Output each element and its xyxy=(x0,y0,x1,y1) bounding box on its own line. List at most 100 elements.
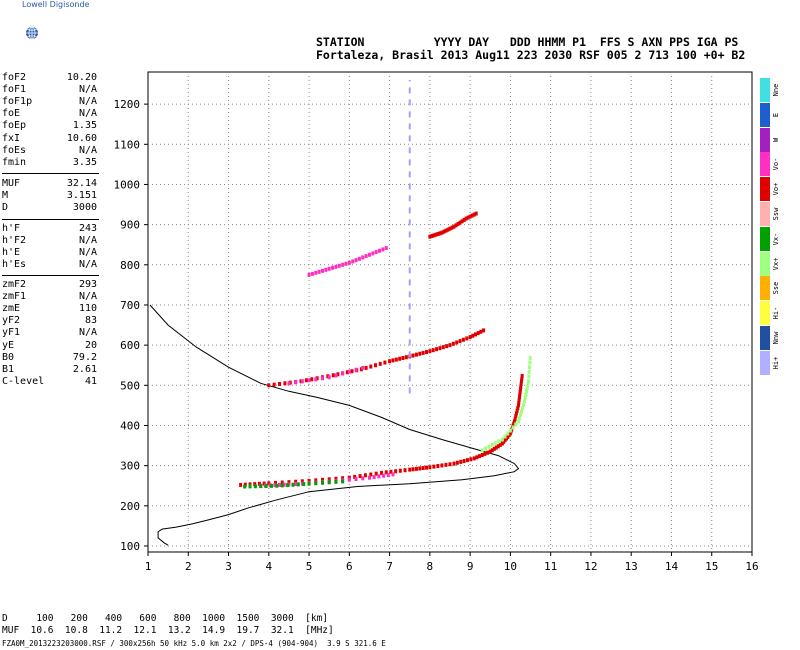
echo-point xyxy=(304,378,308,383)
param-value: 110 xyxy=(78,303,97,315)
echo-point xyxy=(520,406,524,411)
echo-point xyxy=(414,466,418,471)
param-row: h'F 243 xyxy=(2,223,97,235)
y-tick-label: 1100 xyxy=(114,138,141,151)
echo-point xyxy=(476,331,480,336)
echo-point xyxy=(367,475,371,480)
echo-point xyxy=(350,369,354,374)
echo-point xyxy=(436,232,440,237)
param-label: foF1p xyxy=(2,96,33,108)
y-tick-label: 200 xyxy=(120,500,140,513)
file-info-footer: FZA0M_2013223203000.RSF / 300x256h 50 kH… xyxy=(2,639,386,648)
echo-point xyxy=(444,462,448,467)
echo-point xyxy=(300,479,304,484)
param-value: N/A xyxy=(78,291,97,303)
param-value: 10.60 xyxy=(66,132,97,144)
echo-point xyxy=(337,263,341,268)
legend-item: Vo- xyxy=(760,152,780,177)
param-row: D 3000 xyxy=(2,202,97,214)
param-value: N/A xyxy=(78,259,97,271)
echo-point xyxy=(381,247,385,252)
echo-point xyxy=(421,466,425,471)
separator xyxy=(2,275,99,276)
echo-point xyxy=(267,383,271,388)
echo-point xyxy=(354,477,358,482)
echo-point xyxy=(320,268,324,273)
echo-point xyxy=(482,328,486,333)
legend-item: Vo+ xyxy=(760,177,780,202)
param-row: h'F2 N/A xyxy=(2,235,97,247)
echo-point xyxy=(528,355,532,360)
echo-point xyxy=(382,473,386,478)
echo-point xyxy=(488,449,492,454)
echo-point xyxy=(320,480,324,485)
echo-point xyxy=(411,353,415,358)
param-value: N/A xyxy=(78,327,97,339)
echo-point xyxy=(239,482,243,487)
station-header-values: Fortaleza, Brasil 2013 Aug11 223 2030 RS… xyxy=(316,48,746,62)
echo-point xyxy=(494,441,498,446)
echo-point xyxy=(280,480,284,485)
y-tick-label: 500 xyxy=(120,379,140,392)
echo-point xyxy=(436,464,440,469)
echo-point xyxy=(430,234,434,239)
y-tick-label: 100 xyxy=(120,540,140,553)
echo-point xyxy=(462,459,466,464)
echo-point xyxy=(248,482,252,487)
echo-point xyxy=(354,367,358,372)
echo-point xyxy=(274,480,278,485)
echo-point xyxy=(523,396,527,401)
echo-point xyxy=(511,423,515,428)
echo-point xyxy=(496,444,500,449)
echo-point xyxy=(367,252,371,257)
legend-item: Ssw xyxy=(760,202,780,226)
echo-point xyxy=(432,464,436,469)
echo-point xyxy=(455,340,459,345)
echo-point xyxy=(374,471,378,476)
echo-point xyxy=(377,474,381,479)
echo-point xyxy=(452,461,456,466)
echo-point xyxy=(470,213,474,218)
param-value: N/A xyxy=(78,144,97,156)
echo-point xyxy=(294,479,298,484)
echo-point xyxy=(353,474,357,479)
echo-point xyxy=(267,481,271,486)
echo-point xyxy=(389,469,393,474)
param-value: N/A xyxy=(78,108,97,120)
echo-point xyxy=(428,234,432,239)
legend-item: Hi- xyxy=(760,301,780,326)
echo-point xyxy=(361,255,365,260)
legend-item: Sse xyxy=(760,276,780,301)
plot-area xyxy=(147,71,753,553)
param-value: 3.35 xyxy=(72,156,97,168)
echo-point xyxy=(341,262,345,267)
param-label: zmF2 xyxy=(2,279,27,290)
echo-point xyxy=(440,230,444,235)
param-label: foEp xyxy=(2,120,27,132)
echo-point xyxy=(428,349,432,354)
echo-point xyxy=(514,411,518,416)
echo-point xyxy=(372,475,376,480)
echo-point xyxy=(519,409,523,414)
x-tick-label: 8 xyxy=(427,560,434,573)
echo-point xyxy=(344,261,348,266)
echo-point xyxy=(287,381,291,386)
logo-text: Lowell Digisonde xyxy=(22,0,90,9)
param-row: yF2 83 xyxy=(2,315,97,327)
param-value: 243 xyxy=(78,223,97,234)
echo-point xyxy=(444,228,448,233)
x-tick-label: 13 xyxy=(625,560,638,573)
echo-point xyxy=(483,451,487,456)
echo-point xyxy=(508,431,512,436)
param-value: 32.14 xyxy=(66,178,97,189)
echo-point xyxy=(388,359,392,364)
echo-point xyxy=(327,477,331,482)
echo-point xyxy=(334,264,338,269)
param-label: yF1 xyxy=(2,327,21,339)
echo-point xyxy=(474,332,478,337)
echo-point xyxy=(518,392,522,397)
echo-point xyxy=(474,211,478,216)
param-label: D xyxy=(2,202,9,214)
legend-item: Nne xyxy=(760,78,780,102)
parameter-panel: foF2 10.20 foF1 N/A foF1p N/A foE N/A foEp 1.35 fx… xyxy=(2,72,99,402)
